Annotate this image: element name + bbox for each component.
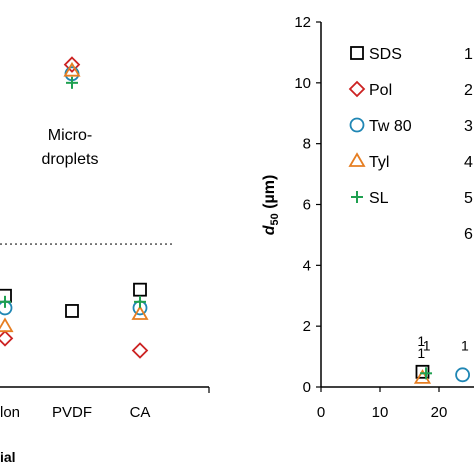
right-y-tick-label-12: 12: [294, 14, 311, 31]
left-x-tick-label-pvdf: PVDF: [52, 404, 92, 421]
right-point-label-0: 1: [417, 333, 425, 349]
ylabel-sub: 50: [269, 213, 281, 225]
right-x-tick-label-0: 0: [317, 404, 325, 421]
right-chart-panel: 0 2 4 6 8 10 12 0 10 20 d50 (µm) SDS 1 Pol 2 Tw 80 3 Tyl 4…: [261, 14, 474, 421]
right-point-tw80-3: [455, 367, 471, 383]
left-point-pol-ca: [131, 342, 149, 359]
annotation-microdroplets-line-0: Micro-: [48, 127, 92, 144]
left-x-axis-label: ial: [0, 449, 16, 465]
left-point-sl-lon: [0, 295, 11, 308]
right-point-label-2: 1: [423, 338, 431, 354]
legend-side-number-1: 1: [464, 46, 473, 63]
right-x-tick-label-10: 10: [372, 404, 389, 421]
legend-side-number-5: 5: [464, 190, 473, 207]
right-point-sds-0: [415, 364, 430, 379]
right-point-label-3: 1: [461, 338, 469, 354]
right-y-tick-label-6: 6: [303, 197, 311, 214]
legend-marker-pol: [348, 80, 366, 98]
left-chart-panel: Micro-droplets lon PVDF CA ial: [0, 56, 210, 465]
right-y-tick-label-2: 2: [303, 318, 311, 335]
legend-side-number-2: 2: [464, 82, 473, 99]
legend-label-tw80: Tw 80: [369, 118, 412, 135]
right-y-axis-label: d50 (µm): [261, 175, 281, 236]
legend-marker-tw80: [349, 117, 365, 133]
right-point-label-1: 1: [417, 345, 425, 361]
legend-side-number-4: 4: [464, 154, 473, 171]
left-point-tyl-lon: [0, 317, 14, 333]
legend-side-number-3: 3: [464, 118, 473, 135]
annotation-microdroplets-line-1: droplets: [42, 151, 99, 168]
legend-marker-sl: [351, 191, 363, 203]
legend-label-sds: SDS: [369, 46, 402, 63]
legend-label-sl: SL: [369, 190, 389, 207]
legend-marker-tyl: [348, 152, 366, 167]
left-point-sl-ca: [134, 295, 146, 308]
left-point-pol-lon: [0, 330, 14, 347]
left-x-tick-label-lon: lon: [0, 404, 20, 421]
right-point-sl-2: [420, 367, 433, 380]
left-point-sds-pvdf: [65, 304, 79, 318]
left-point-pol-pvdf: [63, 56, 81, 73]
right-y-tick-label-10: 10: [294, 75, 311, 92]
legend-marker-sds: [350, 46, 364, 60]
right-y-tick-label-4: 4: [303, 257, 311, 274]
legend-side-number-6: 6: [464, 226, 473, 243]
right-y-tick-label-0: 0: [303, 379, 311, 396]
left-point-tyl-ca: [131, 305, 149, 320]
ylabel-main: d: [261, 224, 278, 235]
right-y-tick-label-8: 8: [303, 136, 311, 153]
left-x-tick-label-ca: CA: [130, 404, 151, 421]
legend-label-pol: Pol: [369, 82, 392, 99]
left-point-sds-ca: [133, 282, 147, 297]
left-point-sl-pvdf: [66, 76, 78, 89]
ylabel-unit: (µm): [261, 175, 278, 214]
left-point-tyl-pvdf: [63, 61, 81, 77]
right-x-tick-label-20: 20: [431, 404, 448, 421]
legend-label-tyl: Tyl: [369, 154, 389, 171]
